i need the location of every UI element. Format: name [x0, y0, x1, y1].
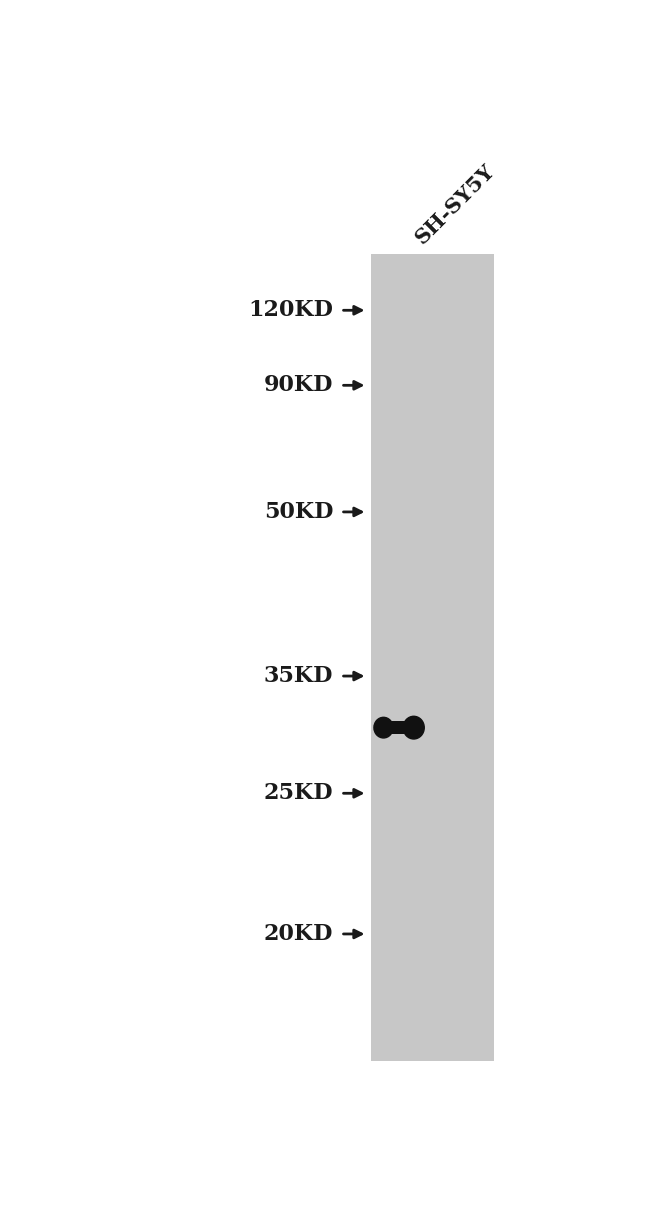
- Text: 90KD: 90KD: [264, 374, 333, 396]
- Text: 120KD: 120KD: [248, 300, 333, 322]
- Text: 20KD: 20KD: [264, 923, 333, 945]
- Text: 35KD: 35KD: [264, 665, 333, 687]
- Text: 25KD: 25KD: [264, 782, 333, 804]
- FancyBboxPatch shape: [371, 255, 494, 1061]
- Text: SH-SY5Y: SH-SY5Y: [411, 161, 499, 247]
- Ellipse shape: [403, 716, 424, 739]
- Text: 50KD: 50KD: [264, 501, 333, 523]
- FancyBboxPatch shape: [384, 721, 414, 733]
- Ellipse shape: [374, 717, 393, 738]
